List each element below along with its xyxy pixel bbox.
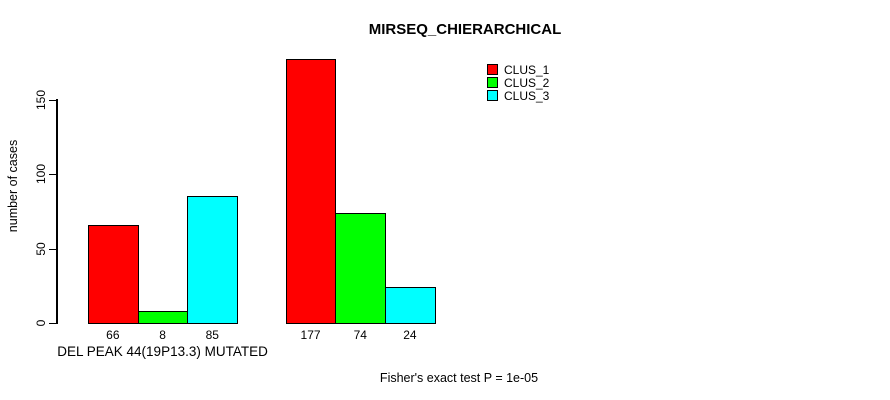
legend-label: CLUS_2 xyxy=(504,75,550,90)
legend-label: CLUS_1 xyxy=(504,62,550,77)
bar-value-label: 177 xyxy=(300,328,321,342)
group-label: DEL PEAK 44(19P13.3) MUTATED xyxy=(57,344,268,359)
bar-value-label: 74 xyxy=(353,328,367,342)
bar-CLUS_2 xyxy=(137,311,189,324)
legend-swatch xyxy=(487,77,498,88)
y-tick xyxy=(49,248,56,250)
legend-swatch xyxy=(487,90,498,101)
y-tick-label: 0 xyxy=(34,319,48,327)
y-tick xyxy=(49,99,56,101)
bar-CLUS_2 xyxy=(335,212,387,324)
y-tick xyxy=(49,174,56,176)
y-axis-label: number of cases xyxy=(6,139,20,233)
chart-title: MIRSEQ_CHIERARCHICAL xyxy=(368,21,562,38)
bar-CLUS_1 xyxy=(285,59,337,324)
bar-CLUS_3 xyxy=(187,196,239,324)
bar-value-label: 66 xyxy=(106,328,120,342)
legend-item: CLUS_3 xyxy=(487,88,550,103)
y-tick xyxy=(49,323,56,325)
y-tick-label: 100 xyxy=(34,163,48,185)
bar-value-label: 8 xyxy=(159,328,166,342)
legend-label: CLUS_3 xyxy=(504,88,550,103)
y-axis-line xyxy=(56,99,58,324)
legend-swatch xyxy=(487,64,498,75)
legend-item: CLUS_2 xyxy=(487,75,550,90)
legend-item: CLUS_1 xyxy=(487,62,550,77)
bar-value-label: 85 xyxy=(205,328,219,342)
y-tick-label: 150 xyxy=(34,89,48,110)
bar-CLUS_3 xyxy=(385,287,436,324)
bar-value-label: 24 xyxy=(403,328,417,342)
legend: CLUS_1 CLUS_2 CLUS_3 xyxy=(487,62,550,103)
bar-CLUS_1 xyxy=(88,224,139,324)
footer-annotation: Fisher's exact test P = 1e-05 xyxy=(379,371,539,385)
y-tick-label: 50 xyxy=(34,241,48,256)
